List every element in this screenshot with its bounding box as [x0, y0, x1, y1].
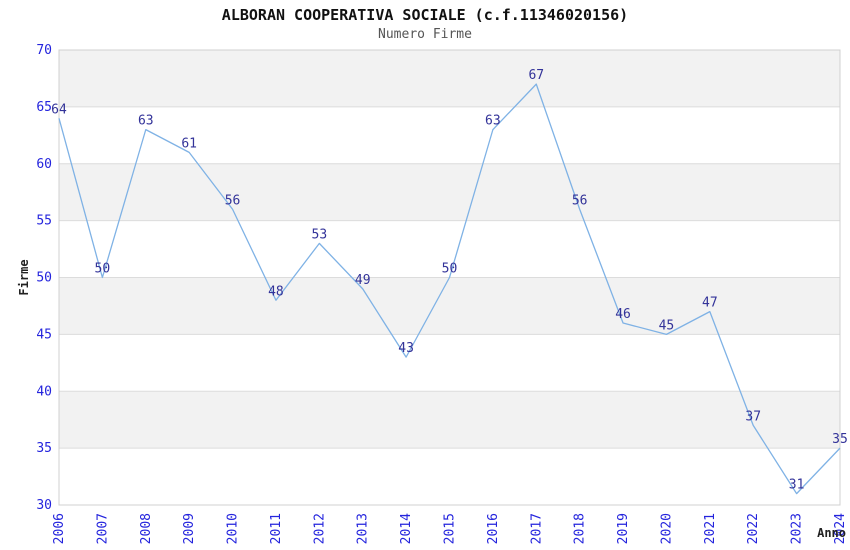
y-tick-label: 50: [36, 271, 52, 286]
y-tick-label: 35: [36, 441, 52, 456]
x-axis-label: Anno: [817, 526, 846, 540]
x-tick-label: 2016: [486, 513, 501, 544]
data-point-label: 47: [702, 296, 718, 311]
y-tick-label: 60: [36, 157, 52, 172]
data-point-label: 64: [51, 102, 67, 117]
data-point-label: 43: [398, 341, 414, 356]
x-tick-label: 2006: [52, 513, 67, 544]
x-tick-label: 2010: [226, 513, 241, 544]
x-tick-label: 2013: [356, 513, 371, 544]
x-tick-label: 2021: [703, 513, 718, 544]
y-tick-label: 30: [36, 498, 52, 513]
x-tick-label: 2018: [573, 513, 588, 544]
plot-border: [58, 49, 841, 506]
data-point-label: 49: [355, 273, 371, 288]
data-point-label: 50: [442, 262, 458, 277]
x-tick-label: 2009: [182, 513, 197, 544]
x-tick-label: 2012: [312, 513, 327, 544]
x-tick-label: 2017: [529, 513, 544, 544]
data-point-label: 53: [312, 227, 328, 242]
chart-subtitle: Numero Firme: [378, 27, 472, 42]
x-tick-label: 2011: [269, 513, 284, 544]
plot-band: [59, 391, 840, 449]
chart-title: ALBORAN COOPERATIVA SOCIALE (c.f.1134602…: [221, 6, 629, 24]
data-point-label: 50: [95, 262, 111, 277]
y-tick-label: 55: [36, 214, 52, 229]
data-point-label: 31: [789, 478, 805, 493]
y-tick-label: 65: [36, 100, 52, 115]
x-tick-label: 2008: [139, 513, 154, 544]
plot-band: [59, 277, 840, 335]
data-point-label: 63: [138, 114, 154, 129]
data-point-label: 45: [659, 318, 675, 333]
plot-band: [59, 163, 840, 221]
x-tick-label: 2020: [659, 513, 674, 544]
plot-band: [59, 50, 840, 107]
x-tick-label: 2007: [95, 513, 110, 544]
data-point-label: 56: [225, 193, 241, 208]
data-point-label: 61: [181, 136, 197, 151]
data-point-label: 67: [528, 68, 544, 83]
x-tick-label: 2014: [399, 513, 414, 544]
x-tick-label: 2023: [790, 513, 805, 544]
data-point-label: 63: [485, 114, 501, 129]
data-line: [58, 83, 841, 495]
data-point-label: 48: [268, 284, 284, 299]
y-tick-label: 70: [36, 43, 52, 58]
x-tick-label: 2015: [443, 513, 458, 544]
data-point-label: 56: [572, 193, 588, 208]
y-tick-label: 45: [36, 327, 52, 342]
data-point-label: 37: [745, 409, 761, 424]
y-axis-label: Firme: [17, 259, 31, 295]
x-tick-label: 2019: [616, 513, 631, 544]
x-tick-label: 2022: [746, 513, 761, 544]
data-point-label: 35: [832, 432, 848, 447]
x-tick-label: 2024: [833, 513, 848, 544]
y-tick-label: 40: [36, 384, 52, 399]
data-point-label: 46: [615, 307, 631, 322]
